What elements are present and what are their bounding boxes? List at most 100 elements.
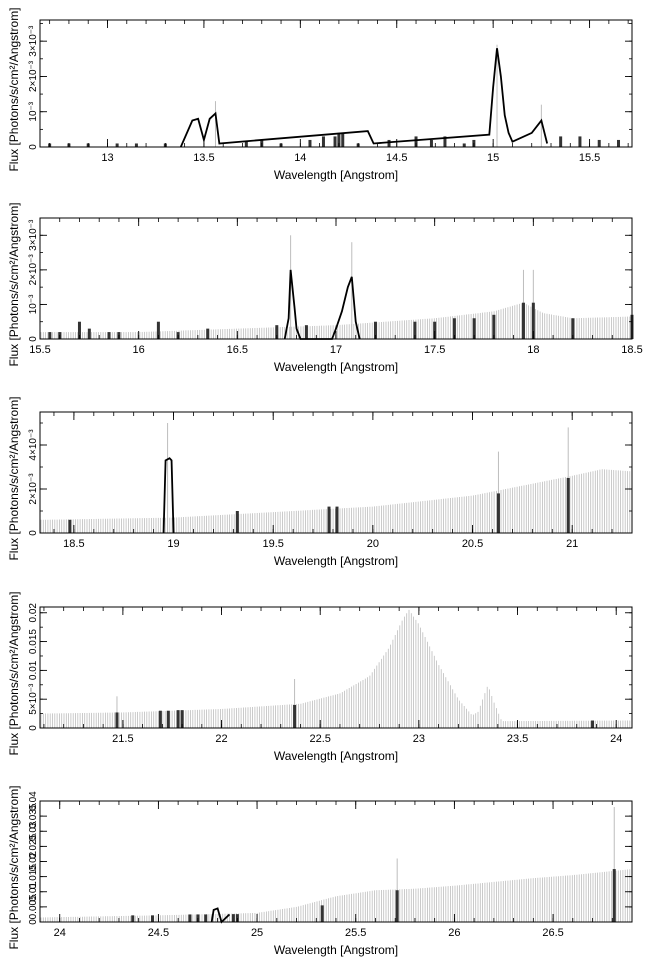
line-profile [162, 457, 175, 534]
data-bin [496, 493, 500, 533]
x-axis-label: Wavelength [Angstrom] [274, 749, 398, 763]
x-tick-label: 18 [527, 344, 539, 356]
data-bin [77, 321, 81, 339]
plot-frame [39, 411, 633, 534]
data-bin [452, 318, 456, 339]
data-bin [373, 321, 377, 339]
data-bin [321, 136, 325, 147]
data-bin [531, 302, 535, 339]
data-bin [308, 139, 312, 147]
data-bin [68, 519, 72, 533]
plot-frame [39, 19, 633, 148]
y-tick-label: 0.015 [28, 629, 39, 654]
y-tick-label: 10⁻³ [28, 294, 39, 314]
y-tick-label: 4×10⁻³ [28, 429, 39, 461]
y-tick-label: 0.025 [28, 833, 39, 858]
data-bin [429, 139, 433, 147]
data-bin [48, 332, 52, 339]
y-tick-label: 0.02 [28, 603, 39, 623]
y-tick-label: 0 [28, 530, 39, 536]
x-axis-label: Wavelength [Angstrom] [274, 168, 398, 182]
x-tick-label: 25 [251, 927, 263, 939]
x-tick-label: 17.5 [424, 344, 445, 356]
y-axis-label: Flux [Photons/s/cm²/Angstrom] [7, 785, 21, 949]
data-bin [521, 302, 525, 339]
data-bin [115, 143, 119, 147]
y-axis-label: Flux [Photons/s/cm²/Angstrom] [7, 591, 21, 755]
data-bin [395, 890, 399, 922]
x-tick-label: 20 [367, 538, 379, 550]
x-axis-label: Wavelength [Angstrom] [274, 943, 398, 957]
data-bin [134, 143, 138, 147]
y-tick-label: 3×10⁻³ [28, 25, 39, 57]
x-axis-label: Wavelength [Angstrom] [274, 554, 398, 568]
data-bin [492, 314, 496, 339]
x-tick-label: 26 [448, 927, 460, 939]
data-bin [413, 321, 417, 339]
data-bin [559, 136, 563, 147]
x-tick-label: 19 [167, 538, 179, 550]
y-tick-label: 5×10⁻³ [28, 683, 39, 715]
data-bin [244, 141, 248, 147]
y-axis-label: Flux [Photons/s/cm²/Angstrom] [7, 202, 21, 366]
x-tick-label: 26.5 [542, 927, 563, 939]
line-profile [210, 907, 231, 924]
y-tick-label: 3×10⁻³ [28, 219, 39, 251]
data-bin [387, 139, 391, 147]
data-bin [566, 478, 570, 533]
spectrum-panel-5: 24 24.5 25 25.5 26 26.500.0050.010.0150.020.0… [7, 785, 633, 957]
x-tick-label: 15.5 [29, 344, 50, 356]
y-tick-label: 0.015 [28, 864, 39, 889]
x-tick-label: 23 [413, 733, 425, 745]
y-tick-label: 0.02 [28, 851, 39, 871]
data-bin [115, 712, 119, 728]
y-tick-label: 10⁻³ [28, 101, 39, 121]
data-bin [433, 321, 437, 339]
x-tick-label: 18.5 [63, 538, 84, 550]
data-bin [320, 905, 324, 922]
y-tick-label: 0 [28, 144, 39, 150]
y-tick-label: 2×10⁻³ [28, 60, 39, 92]
x-tick-label: 24 [610, 733, 622, 745]
y-tick-label: 0.03 [28, 821, 39, 841]
x-tick-label: 21.5 [112, 733, 133, 745]
data-bin [204, 914, 208, 922]
spectrum-panel-2: 15.5 16 16.5 17 17.5 18 18.5 0 10⁻³ 2×10⁻³ 3×10⁻³ W… [7, 202, 643, 374]
continuum-errors [40, 609, 631, 728]
x-tick-label: 20.5 [462, 538, 483, 550]
data-bin [158, 710, 162, 728]
data-bin [462, 143, 466, 147]
x-tick-label: 21 [566, 538, 578, 550]
spectrum-panel-3: 18.5 19 19.5 20 20.5 21 0 2×10⁻³ 4×10⁻³ Wavelengt… [7, 396, 633, 568]
data-bin [571, 318, 575, 339]
data-bin [335, 506, 339, 533]
data-bin [87, 328, 91, 339]
x-tick-label: 16 [133, 344, 145, 356]
data-bin [612, 869, 616, 922]
x-tick-label: 13 [101, 152, 113, 164]
line-profile [283, 269, 361, 340]
data-bin [156, 321, 160, 339]
x-tick-label: 14 [294, 152, 306, 164]
data-bin [327, 506, 331, 533]
x-tick-label: 18.5 [621, 344, 642, 356]
x-tick-label: 15.5 [579, 152, 600, 164]
data-bin [235, 511, 239, 533]
data-bin [131, 915, 135, 922]
x-tick-label: 22 [215, 733, 227, 745]
spectrum-panel-4: 21.5 22 22.5 23 23.5 24 0 5×10⁻³ 0.01 0.015 0.02 Wa… [7, 591, 633, 763]
x-tick-label: 25.5 [345, 927, 366, 939]
x-tick-label: 16.5 [227, 344, 248, 356]
plot-frame [39, 217, 633, 340]
y-tick-label: 0.005 [28, 894, 39, 919]
data-bin [180, 710, 184, 728]
data-bin [414, 136, 418, 147]
data-bin [341, 132, 345, 147]
x-tick-label: 23.5 [507, 733, 528, 745]
data-bin [231, 914, 235, 922]
y-tick-label: 2×10⁻³ [28, 254, 39, 286]
data-bin [443, 136, 447, 147]
data-bin [188, 914, 192, 922]
data-bin [107, 332, 111, 339]
y-tick-label: 0 [28, 919, 39, 925]
